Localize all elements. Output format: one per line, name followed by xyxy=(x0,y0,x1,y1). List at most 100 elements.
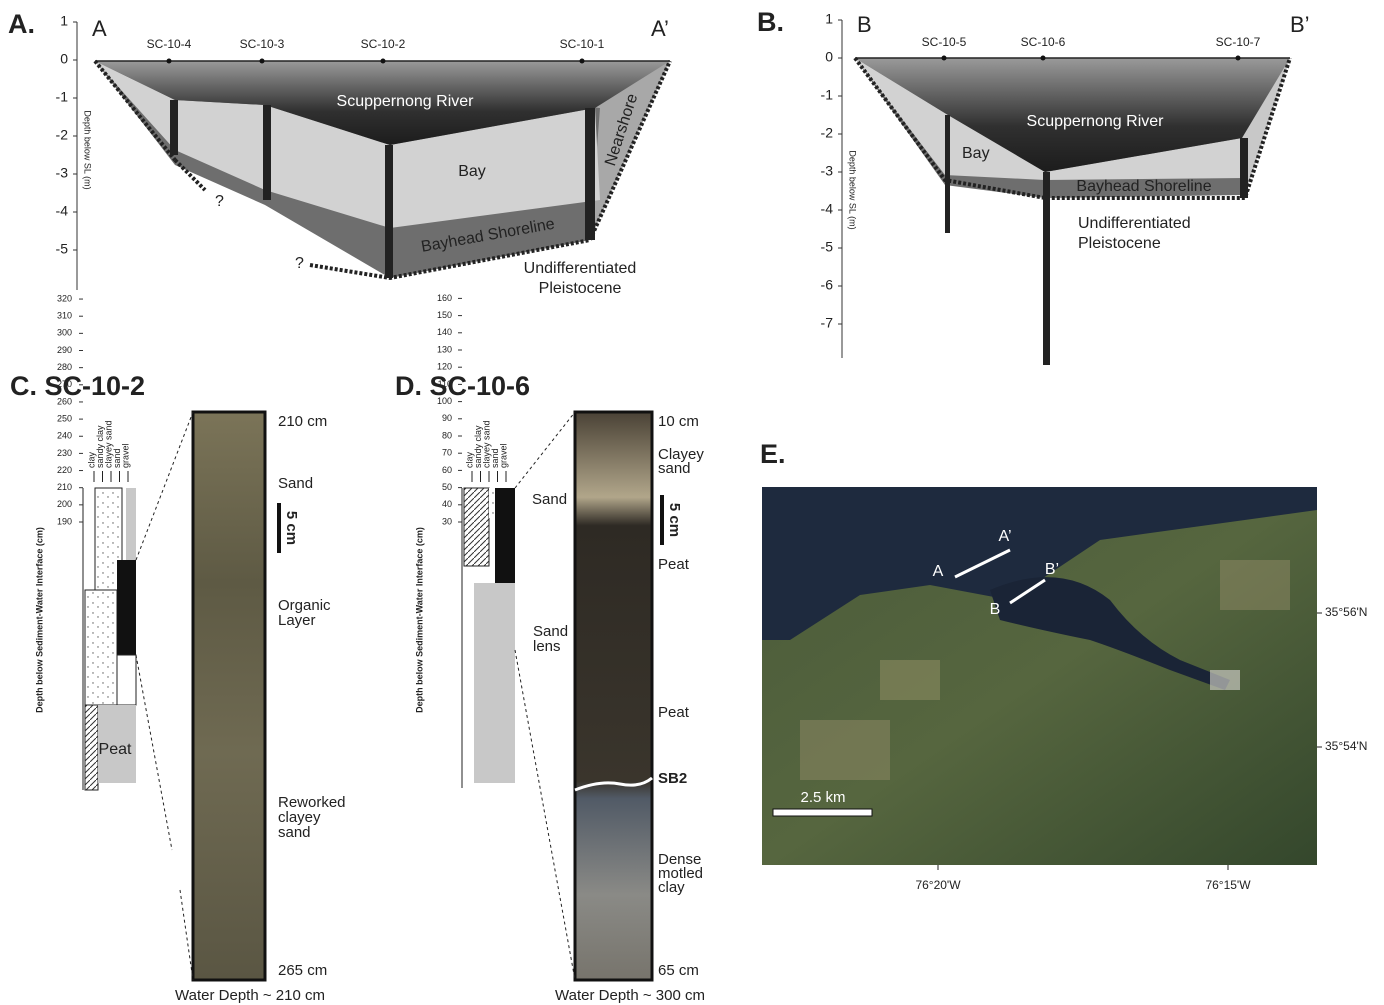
lon-label: 76°15'W xyxy=(1205,878,1251,892)
label: Sand xyxy=(278,475,313,492)
sand-lens-unit xyxy=(474,583,515,783)
scale-label: 5 cm xyxy=(283,511,300,545)
core-dot xyxy=(1236,56,1241,61)
section-end: A xyxy=(92,16,107,41)
tick-label: 240 xyxy=(57,431,72,441)
scale-label: 2.5 km xyxy=(800,789,845,806)
tick-label: -3 xyxy=(821,163,834,179)
tick-label: -4 xyxy=(56,203,69,219)
tick-label: -1 xyxy=(56,89,69,105)
connector xyxy=(180,890,193,980)
transect-label: A’ xyxy=(998,528,1011,545)
peat-hatch xyxy=(85,705,98,790)
figure: 10-1-2-3-4-510-1-2-3-4-5-6-7190200210220… xyxy=(0,0,1384,1005)
core-label: SC-10-6 xyxy=(1021,35,1066,49)
unit-label: Scuppernong River xyxy=(337,93,475,110)
unit-label: Peat xyxy=(99,741,132,758)
core-label: SC-10-3 xyxy=(240,37,285,51)
label: 65 cm xyxy=(658,962,699,979)
section-end: B’ xyxy=(1290,12,1310,37)
field xyxy=(1220,560,1290,610)
panel-letter: A. xyxy=(8,9,35,39)
core-photo xyxy=(575,412,652,980)
tick-label: -2 xyxy=(56,127,69,143)
section-end: B xyxy=(857,12,872,37)
tick-label: 50 xyxy=(442,482,452,492)
query: ? xyxy=(215,193,224,210)
core-label: SC-10-4 xyxy=(147,37,192,51)
tick-label: 90 xyxy=(442,413,452,423)
axis-title: Depth below SL (m) xyxy=(83,110,93,189)
caption: Water Depth ~ 210 cm xyxy=(175,987,325,1004)
transect-label: B’ xyxy=(1045,561,1059,578)
tick-label: 250 xyxy=(57,413,72,423)
panel-title: C. SC-10-2 xyxy=(10,371,145,401)
tick-label: 200 xyxy=(57,499,72,509)
unit-label: Scuppernong River xyxy=(1027,113,1165,130)
lon-label: 76°20'W xyxy=(915,878,961,892)
core-bar xyxy=(1240,138,1248,198)
label: sand xyxy=(278,824,311,841)
tick-label: 190 xyxy=(57,516,72,526)
tick-label: 150 xyxy=(437,310,452,320)
lat-label: 35°54'N xyxy=(1325,739,1367,753)
label: Layer xyxy=(278,612,316,629)
clayey-sand-unit xyxy=(85,590,117,705)
tick-label: 30 xyxy=(442,516,452,526)
field xyxy=(880,660,940,700)
transect-label: B xyxy=(990,601,1001,618)
tick-label: 130 xyxy=(437,344,452,354)
tick-label: -6 xyxy=(821,277,834,293)
tick-label: -1 xyxy=(821,87,834,103)
panel-letter: B. xyxy=(757,7,784,37)
tick-label: -4 xyxy=(821,201,834,217)
clay-unit xyxy=(464,488,489,566)
axis-title: Depth below SL (m) xyxy=(848,150,858,229)
core-label: SC-10-7 xyxy=(1216,35,1261,49)
label: Pleistocene xyxy=(539,280,622,297)
lat-label: 35°56'N xyxy=(1325,605,1367,619)
core-label: SC-10-2 xyxy=(361,37,406,51)
grain-size: gravel xyxy=(498,443,508,468)
transect-label: A xyxy=(933,563,944,580)
town xyxy=(1210,670,1240,690)
unit-label: Bayhead Shoreline xyxy=(1076,178,1211,195)
field xyxy=(800,720,890,780)
tick-label: 60 xyxy=(442,465,452,475)
label: clay xyxy=(658,879,685,896)
label: 210 cm xyxy=(278,413,327,430)
label: Peat xyxy=(658,556,690,573)
tick-label: -5 xyxy=(56,241,69,257)
organic-unit xyxy=(117,560,136,655)
tick-label: 40 xyxy=(442,499,452,509)
label: Sand xyxy=(532,491,567,508)
core-bar xyxy=(945,115,950,233)
query: ? xyxy=(295,255,304,272)
connector xyxy=(515,650,575,980)
tick-label: 140 xyxy=(437,327,452,337)
tick-label: -5 xyxy=(821,239,834,255)
label: 265 cm xyxy=(278,962,327,979)
tick-label: 210 xyxy=(57,482,72,492)
core-label: SC-10-5 xyxy=(922,35,967,49)
scale-bar xyxy=(660,495,664,545)
tick-label: 230 xyxy=(57,448,72,458)
peat-unit xyxy=(495,488,515,583)
core-photo xyxy=(193,412,265,980)
core-dot xyxy=(381,59,386,64)
caption: Water Depth ~ 300 cm xyxy=(555,987,705,1004)
tick-label: -2 xyxy=(821,125,834,141)
unit-label: Bay xyxy=(458,163,486,180)
core-bar xyxy=(585,108,595,240)
axis-title: Depth below Sediment-Water Interface (cm… xyxy=(34,527,44,713)
tick-label: 70 xyxy=(442,448,452,458)
scale-bar xyxy=(277,503,281,553)
map xyxy=(762,487,1322,870)
panel-c-log xyxy=(83,412,281,980)
core-dot xyxy=(580,59,585,64)
tick-label: 1 xyxy=(825,11,833,27)
axis-title: Depth below Sediment-Water Interface (cm… xyxy=(414,527,424,713)
core-dot xyxy=(1041,56,1046,61)
panel-letter: E. xyxy=(760,439,786,469)
tick-label: 0 xyxy=(60,51,68,67)
